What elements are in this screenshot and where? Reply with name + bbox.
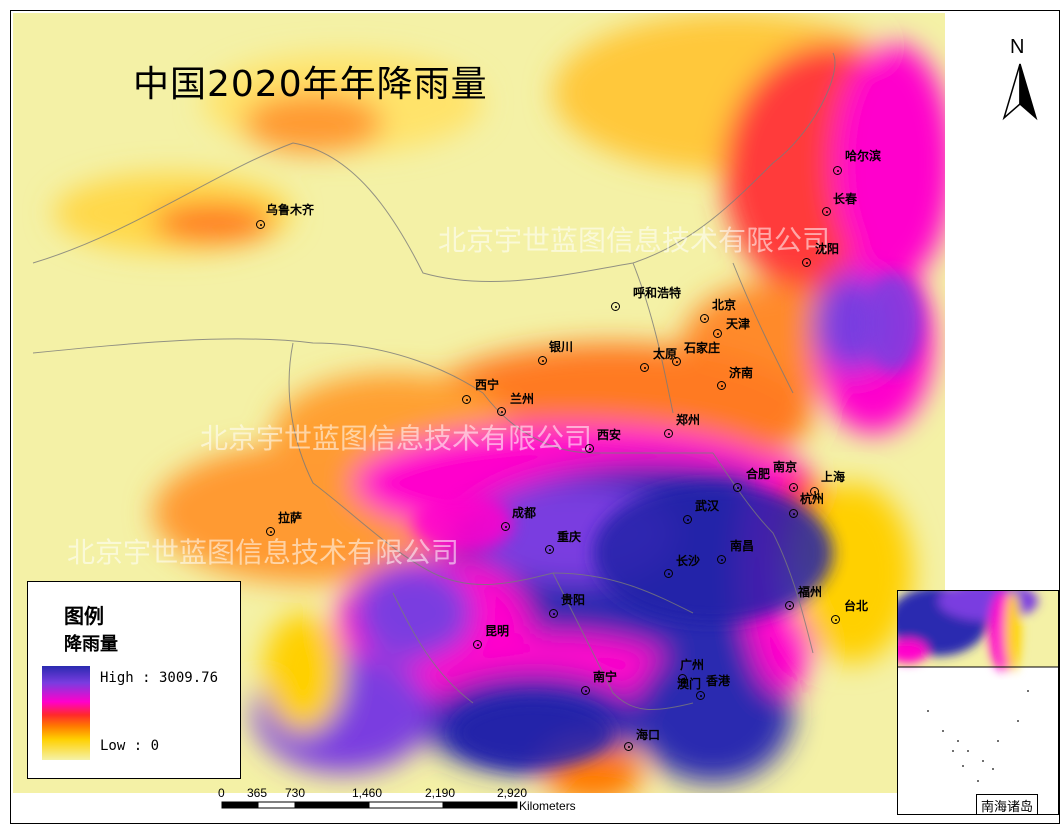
north-label: N (1010, 36, 1025, 58)
city-label: 香港 (706, 674, 731, 688)
scale-bar: 0 365 730 1,460 2,190 2,920 Kilometers (218, 786, 641, 816)
city-marker (462, 395, 471, 404)
city-marker (585, 444, 594, 453)
scale-tick-label: 2,190 (425, 786, 456, 800)
city-label: 台北 (844, 599, 869, 613)
city-label: 重庆 (557, 530, 582, 544)
city-label: 福州 (798, 585, 823, 599)
city-marker (802, 258, 811, 267)
inset-label: 南海诸岛 (976, 794, 1039, 814)
map-legend: 图例 降雨量 High : 3009.76 Low : 0 (27, 581, 241, 779)
city-label: 上海 (821, 470, 846, 484)
city-marker (700, 314, 709, 323)
city-marker (256, 220, 265, 229)
map-title: 中国2020年年降雨量 (133, 64, 488, 105)
city-label: 西安 (597, 428, 622, 442)
legend-high-label: High : 3009.76 (100, 670, 219, 686)
city-marker (672, 357, 681, 366)
city-label: 银川 (549, 340, 574, 354)
scale-unit: Kilometers (519, 799, 576, 813)
city-label: 石家庄 (684, 341, 721, 355)
city-marker (545, 545, 554, 554)
city-label: 长沙 (676, 554, 701, 568)
watermark: 北京宇世蓝图信息技术有限公司 (200, 422, 593, 455)
city-label: 哈尔滨 (845, 149, 882, 163)
city-marker (624, 742, 633, 751)
city-label: 成都 (512, 506, 537, 520)
city-label: 沈阳 (815, 242, 840, 256)
city-label: 长春 (833, 192, 858, 206)
city-marker (696, 691, 705, 700)
scale-bar-graphic (221, 801, 518, 809)
city-marker (501, 522, 510, 531)
scale-tick-label: 365 (247, 786, 268, 800)
city-marker (640, 363, 649, 372)
city-marker (831, 615, 840, 624)
city-marker (683, 515, 692, 524)
watermark: 北京宇世蓝图信息技术有限公司 (438, 224, 831, 257)
city-marker (266, 527, 275, 536)
city-label: 南宁 (593, 670, 618, 684)
rainfall-raster (13, 13, 945, 793)
city-label: 杭州 (800, 492, 825, 506)
city-marker (717, 555, 726, 564)
legend-title: 图例 (64, 604, 104, 628)
city-label: 武汉 (695, 499, 720, 513)
city-marker (717, 381, 726, 390)
city-label: 北京 (712, 298, 737, 312)
city-marker (822, 207, 831, 216)
scale-tick-label: 0 (218, 786, 225, 800)
city-marker (664, 569, 673, 578)
city-label: 昆明 (485, 624, 510, 638)
city-label: 广州 (680, 658, 705, 672)
city-label: 兰州 (510, 392, 535, 406)
scale-tick-label: 1,460 (352, 786, 383, 800)
city-marker (473, 640, 482, 649)
city-marker (785, 601, 794, 610)
north-arrow-icon: N (1000, 36, 1040, 126)
city-label: 南昌 (730, 539, 755, 553)
city-marker (678, 674, 687, 683)
city-marker (611, 302, 620, 311)
city-label: 西宁 (475, 378, 500, 392)
inset-raster (898, 591, 1058, 782)
city-label: 郑州 (676, 413, 701, 427)
watermark: 北京宇世蓝图信息技术有限公司 (67, 536, 460, 569)
south-china-sea-inset: 南海诸岛 (897, 590, 1059, 815)
city-label: 贵阳 (561, 593, 586, 607)
city-marker (581, 686, 590, 695)
city-label: 天津 (726, 317, 751, 331)
city-label: 乌鲁木齐 (266, 203, 315, 217)
city-marker (497, 407, 506, 416)
color-ramp (42, 666, 90, 760)
city-label: 济南 (729, 366, 754, 380)
legend-subtitle: 降雨量 (64, 634, 118, 655)
city-label: 南京 (773, 460, 798, 474)
scale-tick-label: 730 (285, 786, 306, 800)
scale-tick-label: 2,920 (497, 786, 528, 800)
legend-low-label: Low : 0 (100, 738, 160, 754)
city-label: 澳门 (677, 677, 702, 691)
city-marker (664, 429, 673, 438)
city-marker (789, 509, 798, 518)
city-label: 呼和浩特 (633, 286, 682, 300)
city-label: 拉萨 (278, 511, 303, 525)
city-marker (549, 609, 558, 618)
city-label: 海口 (636, 728, 661, 742)
city-marker (810, 487, 819, 496)
city-marker (833, 166, 842, 175)
city-label: 合肥 (746, 467, 771, 481)
city-label: 太原 (653, 347, 678, 361)
city-marker (713, 329, 722, 338)
city-marker (733, 483, 742, 492)
city-marker (789, 483, 798, 492)
city-marker (538, 356, 547, 365)
